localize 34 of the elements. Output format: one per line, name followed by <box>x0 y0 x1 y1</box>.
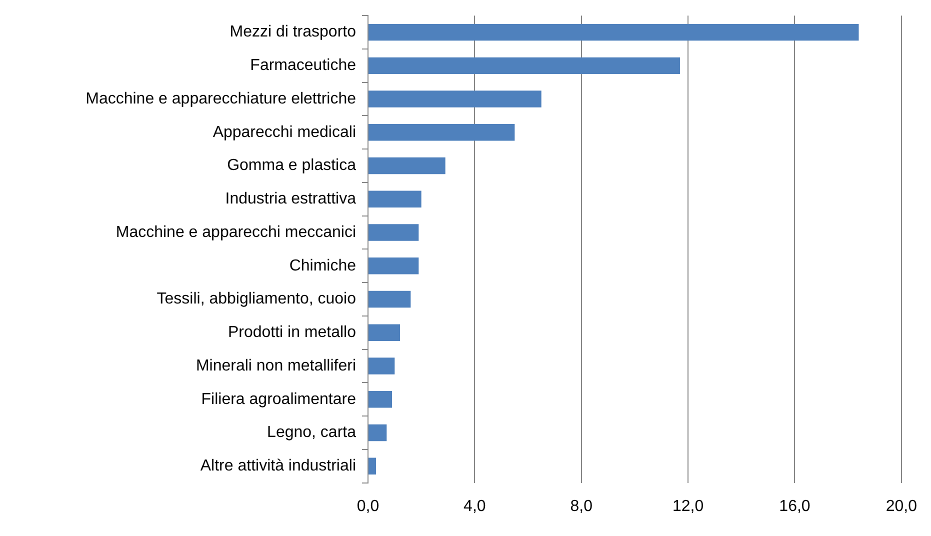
y-tick-label: Legno, carta <box>267 424 356 442</box>
bar <box>368 24 859 41</box>
x-tick-label: 8,0 <box>570 498 593 515</box>
x-tick-label: 4,0 <box>464 498 486 515</box>
bar <box>368 324 400 341</box>
bar <box>368 258 419 274</box>
y-tick-label: Apparecchi medicali <box>212 124 356 141</box>
y-tick-label: Mezzi di trasporto <box>230 24 356 41</box>
y-tick-label: Minerali non metalliferi <box>196 357 356 374</box>
y-tick-label: Macchine e apparecchi meccanici <box>116 224 356 241</box>
y-tick-label: Filiera agroalimentare <box>201 390 356 408</box>
x-tick-label: 16,0 <box>779 498 810 515</box>
y-tick-label: Farmaceutiche <box>250 57 356 74</box>
bar <box>368 157 446 174</box>
bar <box>368 358 395 374</box>
y-tick-label: Chimiche <box>289 257 356 274</box>
bar <box>368 124 515 141</box>
bar <box>368 57 680 74</box>
bar <box>368 424 387 442</box>
bar <box>368 458 376 474</box>
y-tick-label: Macchine e apparecchiature elettriche <box>86 90 356 108</box>
y-tick-label: Gomma e plastica <box>227 157 356 174</box>
bar <box>368 290 411 308</box>
y-tick-label: Prodotti in metallo <box>228 324 356 342</box>
y-tick-label: Industria estrattiva <box>225 190 356 208</box>
bar <box>368 190 422 208</box>
x-tick-label: 0,0 <box>356 498 380 515</box>
x-tick-label: 12,0 <box>672 498 704 515</box>
bar <box>368 224 419 241</box>
y-tick-label: Altre attività industriali <box>200 458 356 475</box>
bar <box>368 391 392 408</box>
bar <box>368 90 542 108</box>
y-tick-label: Tessili, abbigliamento, cuoio <box>156 290 356 308</box>
x-tick-label: 20,0 <box>886 498 918 515</box>
